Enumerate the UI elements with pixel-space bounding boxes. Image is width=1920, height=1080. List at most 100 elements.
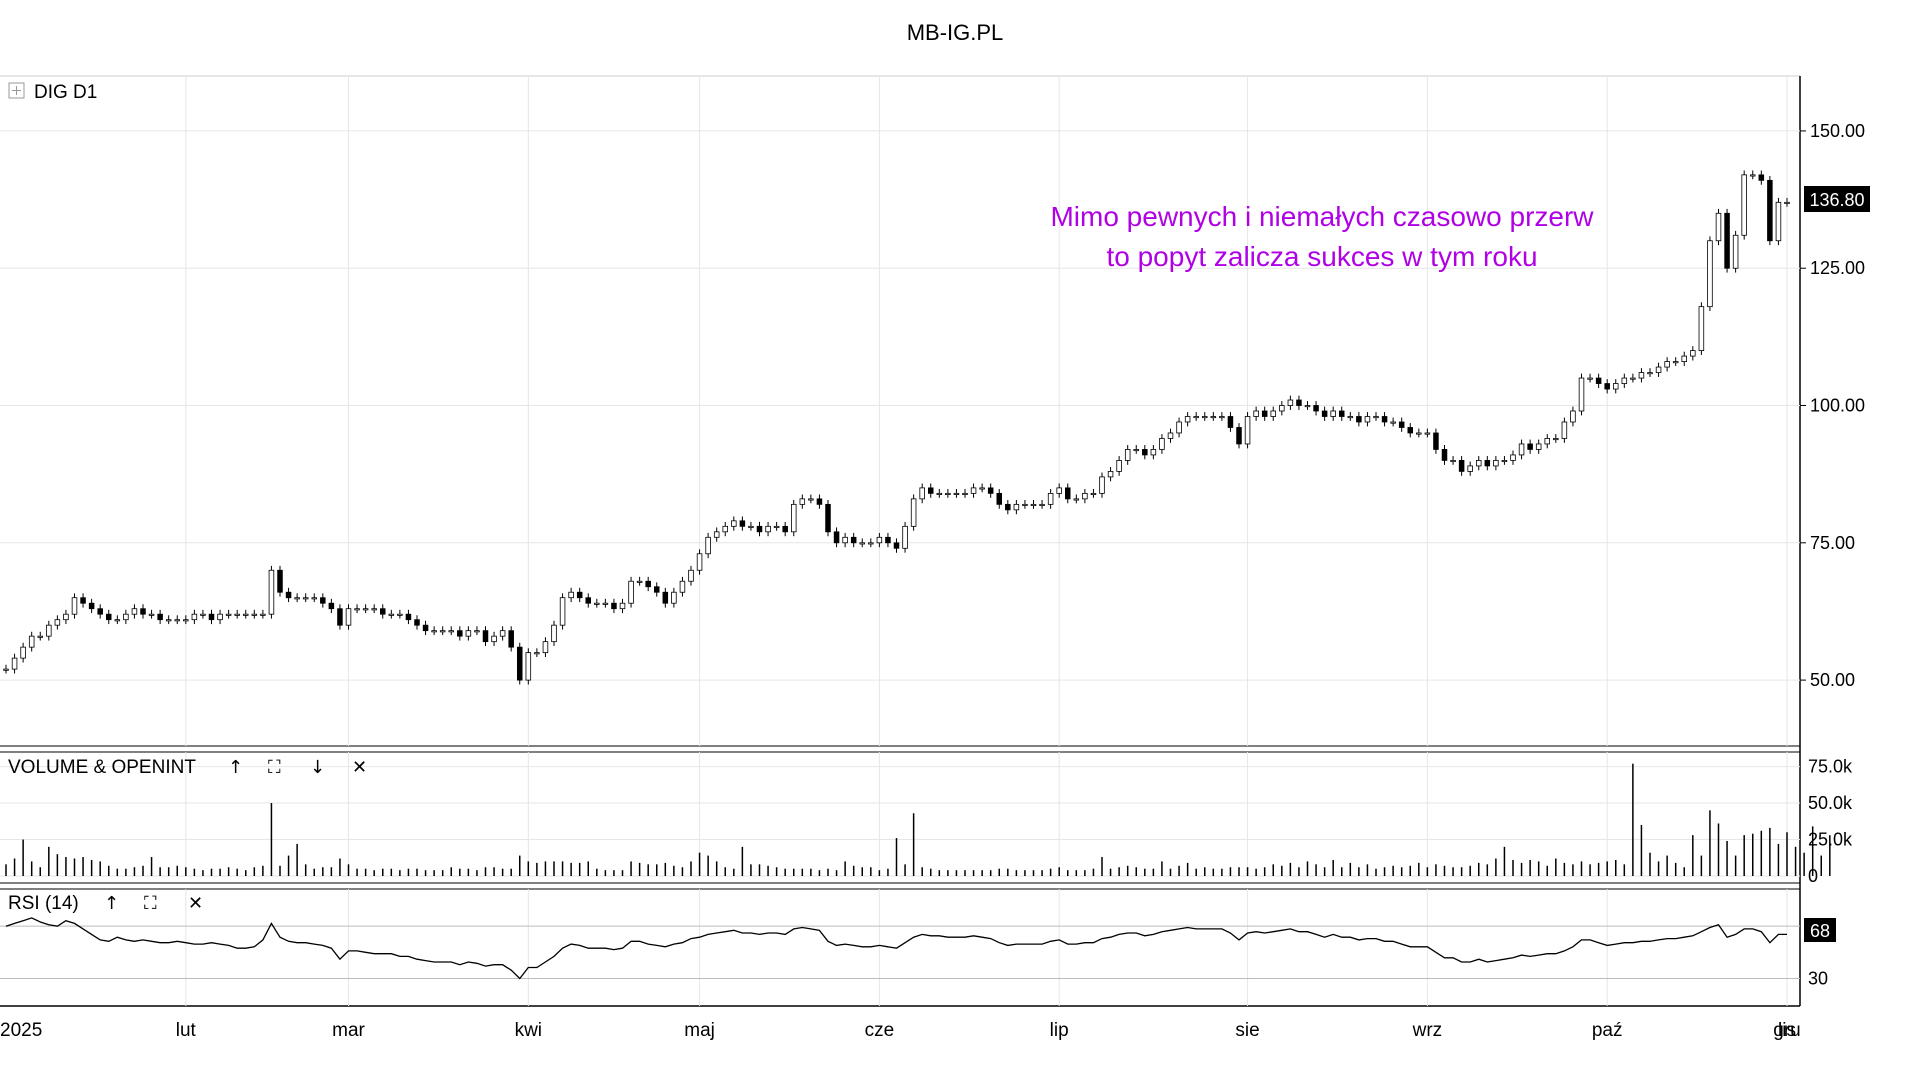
candle-body: [1176, 421, 1182, 434]
candle-body: [20, 646, 26, 659]
rsi-last-value: 68: [1810, 921, 1830, 941]
candle-body: [739, 520, 746, 527]
candle-body: [148, 613, 155, 616]
candle-body: [1544, 438, 1551, 445]
candle-body: [645, 580, 651, 588]
candle-body: [893, 542, 900, 549]
candle-body: [1047, 492, 1054, 505]
candle-body: [457, 630, 463, 637]
candle-body: [1381, 416, 1388, 423]
candle-body: [765, 525, 771, 533]
candle-body: [1416, 432, 1422, 435]
expand-icon[interactable]: ⛶: [268, 757, 281, 778]
candle-body: [345, 608, 352, 626]
candle-body: [311, 597, 318, 600]
arrow-up-icon[interactable]: ↑: [228, 757, 243, 778]
arrow-down-icon[interactable]: ↓: [310, 757, 325, 778]
candle-body: [979, 487, 985, 490]
candle-body: [542, 641, 549, 654]
candle-body: [105, 613, 112, 621]
candle-body: [422, 624, 429, 632]
candle-body: [1184, 416, 1191, 423]
candle-body: [217, 613, 223, 621]
candle-body: [1022, 503, 1028, 506]
candle-body: [731, 520, 737, 527]
candle-body: [3, 668, 9, 671]
candle-body: [1647, 372, 1653, 375]
candle-body: [328, 602, 335, 610]
candle-body: [1073, 498, 1080, 501]
rsi-last-badge: [1804, 918, 1836, 942]
rsi-line: [5, 917, 1787, 980]
candle-body: [1784, 201, 1790, 204]
candle-body: [953, 492, 960, 495]
candle-body: [945, 492, 951, 495]
rsi-panel-label: RSI (14): [8, 893, 79, 914]
candle-body: [1133, 449, 1140, 452]
volume-panel-label: VOLUME & OPENINT: [8, 757, 196, 778]
candle-body: [54, 619, 61, 626]
y-tick-label: 75.00: [1810, 533, 1855, 553]
candle-body: [1690, 350, 1696, 357]
candle-body: [1279, 405, 1285, 412]
candle-body: [80, 597, 86, 604]
expand-icon[interactable]: ⛶: [144, 893, 157, 914]
candle-body: [46, 624, 52, 637]
grid-layer: [0, 76, 1800, 1006]
candle-body: [63, 613, 69, 621]
rsi-axis-labels: 30: [1808, 968, 1828, 988]
candles-layer: [3, 170, 1790, 685]
candle-body: [1741, 174, 1747, 236]
candle-body: [174, 619, 181, 622]
arrow-up-icon[interactable]: ↑: [104, 893, 119, 914]
candle-body: [491, 635, 497, 643]
candle-body: [559, 597, 566, 626]
candle-body: [123, 613, 129, 621]
candle-body: [1424, 432, 1431, 435]
plus-box-icon[interactable]: [8, 82, 25, 99]
candle-body: [1561, 421, 1568, 439]
candle-body: [1398, 421, 1405, 428]
candle-body: [294, 597, 300, 600]
close-icon[interactable]: ✕: [188, 893, 203, 914]
candle-body: [1150, 449, 1157, 456]
candle-body: [1707, 240, 1713, 308]
candle-body: [1433, 432, 1439, 450]
candle-body: [551, 624, 557, 643]
close-icon[interactable]: ✕: [352, 757, 367, 778]
candle-body: [1005, 503, 1011, 511]
candle-body: [97, 608, 103, 615]
candle-body: [790, 503, 797, 533]
candle-body: [1767, 179, 1773, 242]
candle-body: [1107, 471, 1114, 478]
candle-body: [114, 619, 121, 622]
x-tick-label: lip: [1050, 1020, 1069, 1041]
candle-body: [927, 487, 934, 494]
x-tick-label: sie: [1235, 1020, 1259, 1041]
candle-body: [936, 492, 943, 495]
candle-body: [1013, 503, 1020, 511]
candle-body: [191, 613, 198, 621]
candle-body: [1681, 355, 1688, 362]
candle-body: [1373, 416, 1379, 419]
candle-body: [1099, 476, 1105, 494]
candle-body: [842, 536, 848, 544]
candle-body: [773, 525, 780, 528]
page-title: MB-IG.PL: [906, 20, 1004, 45]
x-tick-label: lis: [1778, 1020, 1796, 1041]
candle-body: [688, 569, 694, 582]
y-tick-label: 100.00: [1810, 396, 1865, 416]
candle-body: [696, 553, 703, 571]
x-tick-label: cze: [865, 1020, 895, 1041]
candle-body: [611, 602, 617, 610]
candle-body: [1475, 460, 1482, 467]
candle-body: [11, 657, 18, 670]
candle-body: [868, 542, 874, 545]
candle-body: [919, 487, 925, 500]
candle-body: [808, 498, 814, 501]
candle-body: [414, 619, 420, 626]
candle-body: [165, 619, 172, 622]
x-tick-label: wrz: [1412, 1020, 1443, 1041]
candle-body: [816, 498, 823, 505]
